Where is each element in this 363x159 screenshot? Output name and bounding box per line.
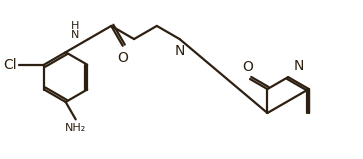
Text: N: N bbox=[174, 44, 185, 58]
Text: N: N bbox=[294, 59, 304, 73]
Text: Cl: Cl bbox=[4, 58, 17, 72]
Text: NH₂: NH₂ bbox=[65, 123, 86, 133]
Text: O: O bbox=[243, 60, 253, 74]
Text: H
N: H N bbox=[70, 21, 79, 40]
Text: O: O bbox=[117, 51, 128, 65]
